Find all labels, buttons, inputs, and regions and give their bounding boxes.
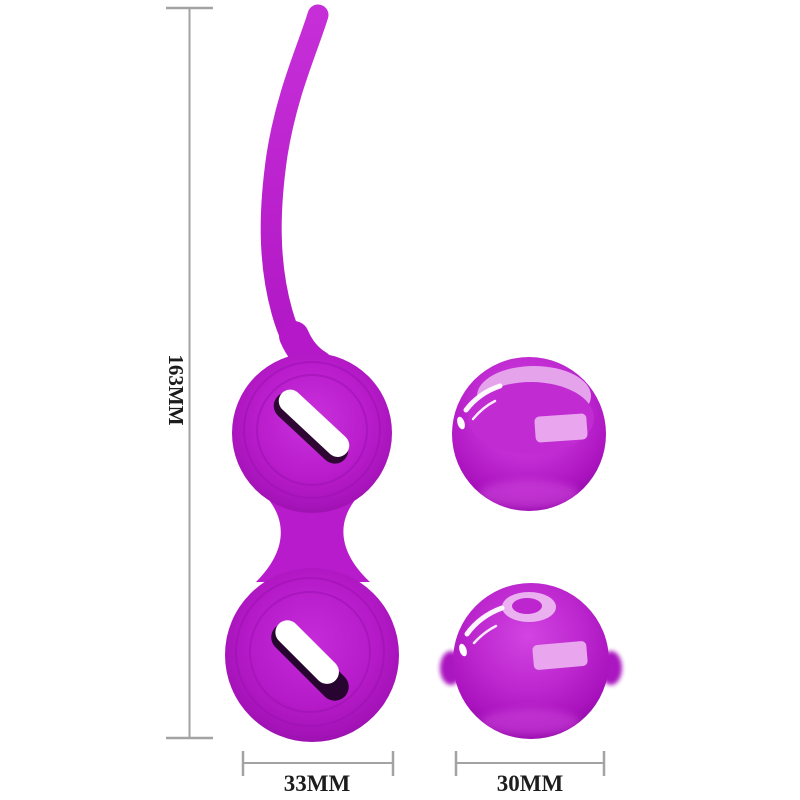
height-dimension-line <box>166 6 213 740</box>
single-ball-bottom-window-highlight <box>532 641 588 670</box>
single-ball-top <box>452 357 606 511</box>
width-dimension-line-30mm <box>454 751 606 776</box>
upper-slot-opening <box>278 389 350 457</box>
single-ball-top-spot-highlight <box>457 416 465 430</box>
single-ball-top-streak-thin <box>471 399 497 421</box>
single-ball-top-streak-highlight <box>463 383 503 413</box>
lower-slot-opening <box>275 620 339 684</box>
retrieval-cord <box>260 4 329 373</box>
upper-ball-slot <box>273 389 350 464</box>
device-waist <box>256 492 370 582</box>
upper-ball-ridges <box>243 361 381 499</box>
single-ball-top-window-highlight <box>534 413 588 443</box>
single-ball-bottom-ring-cut <box>512 598 542 614</box>
single-ball-top-bottom-glow <box>479 480 579 508</box>
single-ball-bottom-streak-highlight <box>464 605 505 637</box>
single-ball-bottom-streak-thin <box>472 624 498 645</box>
width-dimension-line-33mm <box>241 751 395 776</box>
single-ball-bottom <box>440 583 622 739</box>
body-width-dimension-label: 33MM <box>283 771 351 796</box>
single-ball-bottom-bottom-glow <box>480 709 580 735</box>
single-ball-bottom-spot-highlight <box>459 643 467 657</box>
kegel-device-illustration <box>225 4 399 742</box>
lower-ball-ridges <box>235 577 385 727</box>
height-dimension-label: 163MM <box>164 354 188 426</box>
lower-ball-slot <box>271 620 349 701</box>
ball-diameter-dimension-label: 30MM <box>496 771 564 796</box>
